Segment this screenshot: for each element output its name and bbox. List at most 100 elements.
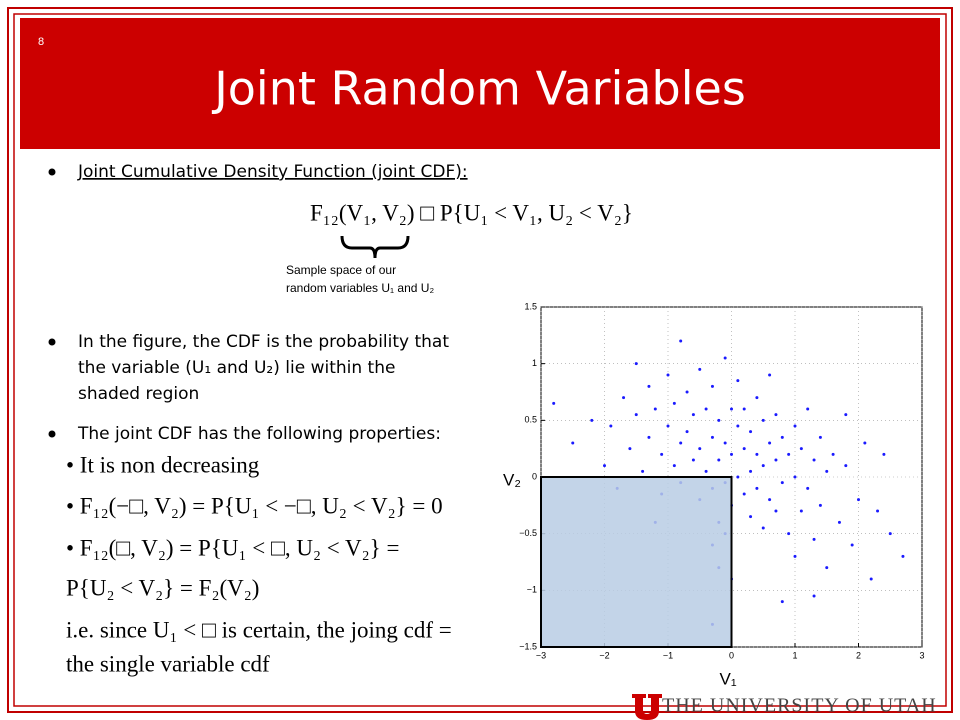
point: [647, 384, 651, 388]
property-line: P{U₂ < V₂} = F₂(V₂): [66, 575, 259, 600]
bullet-dot: [48, 430, 56, 438]
point: [666, 424, 670, 428]
point: [710, 435, 714, 439]
point: [799, 509, 803, 513]
point: [901, 554, 905, 558]
point: [647, 435, 651, 439]
point: [691, 458, 695, 462]
point: [742, 447, 746, 451]
point: [704, 407, 708, 411]
point: [666, 373, 670, 377]
bullet-text: the variable (U₁ and U₂) lie within the: [78, 358, 395, 378]
point: [679, 441, 683, 445]
point: [793, 475, 797, 479]
inner-border: [13, 13, 947, 707]
point: [793, 554, 797, 558]
slide-number: 8: [38, 36, 44, 48]
formula: F₁₂(V₁, V₂) □ P{U₁ < V₁, U₂ < V₂}: [310, 200, 633, 225]
point: [768, 373, 772, 377]
y-tick-label: 1: [532, 358, 537, 368]
point: [844, 413, 848, 417]
point: [780, 600, 784, 604]
point: [672, 464, 676, 468]
point: [704, 469, 708, 473]
point: [863, 441, 867, 445]
bullet-text: In the figure, the CDF is the probabilit…: [78, 332, 449, 352]
property-line: • F₁₂(−□, V₂) = P{U₁ < −□, U₂ < V₂} = 0: [66, 493, 443, 518]
property-line: • F₁₂(□, V₂) = P{U₁ < □, U₂ < V₂} =: [66, 535, 399, 560]
point: [698, 367, 702, 371]
point: [869, 577, 873, 581]
scatter-chart: −3 −2 −1 0 1 2 3 −1.5 −1 −0.5 0 0.5 1 1.5 V₂ V₁: [503, 301, 925, 688]
point: [736, 424, 740, 428]
point: [634, 362, 638, 366]
point: [876, 509, 880, 513]
point: [749, 469, 753, 473]
outer-border: [7, 7, 953, 713]
point: [812, 458, 816, 462]
point: [812, 537, 816, 541]
bullet-text: shaded region: [78, 384, 199, 404]
point: [787, 532, 791, 536]
annotation: Sample space of our: [286, 263, 396, 277]
point: [742, 407, 746, 411]
content: Joint Cumulative Density Function (joint…: [48, 162, 925, 688]
point: [730, 452, 733, 456]
point: [761, 526, 765, 530]
point: [749, 430, 753, 434]
logo: THE UNIVERSITY OF UTAH: [632, 694, 936, 720]
point: [723, 356, 727, 360]
brace: [340, 235, 410, 259]
x-tick-label: 1: [792, 650, 797, 660]
point: [552, 401, 556, 405]
point: [774, 413, 778, 417]
region-label-y: V₂: [503, 470, 521, 489]
point: [844, 464, 848, 468]
y-tick-label: 0: [532, 471, 537, 481]
slide-title: Joint Random Variables: [211, 62, 746, 116]
y-tick-label: 0.5: [524, 415, 537, 425]
y-tick-label: −1: [527, 585, 537, 595]
point: [774, 458, 778, 462]
point: [590, 418, 594, 422]
point: [660, 452, 664, 456]
point: [818, 435, 822, 439]
point: [698, 447, 702, 451]
x-tick-label: 0: [729, 650, 734, 660]
point: [755, 396, 759, 400]
point: [685, 430, 689, 434]
point: [603, 464, 606, 468]
y-tick-label: 1.5: [524, 301, 537, 311]
point: [717, 458, 721, 462]
bullet-text: The joint CDF has the following properti…: [77, 424, 441, 444]
point: [837, 520, 841, 524]
point: [825, 566, 829, 570]
point: [882, 452, 886, 456]
point: [672, 401, 676, 405]
x-tick-label: 3: [919, 650, 924, 660]
point: [634, 413, 638, 417]
x-tick-label: −3: [536, 650, 546, 660]
point: [774, 509, 778, 513]
point: [622, 396, 626, 400]
header-band: [20, 18, 940, 149]
point: [717, 418, 721, 422]
logo-mark: [632, 694, 662, 720]
point: [831, 452, 835, 456]
point: [780, 435, 784, 439]
point: [888, 532, 892, 536]
point: [857, 498, 860, 502]
x-tick-label: −2: [599, 650, 609, 660]
point: [742, 492, 746, 496]
point: [768, 498, 772, 502]
point: [679, 339, 683, 343]
point: [710, 384, 714, 388]
point: [825, 469, 829, 473]
y-tick-label: −0.5: [519, 528, 537, 538]
bullet-dot: [48, 338, 56, 346]
point: [641, 469, 645, 473]
point: [780, 481, 784, 485]
point: [761, 418, 765, 422]
point: [806, 486, 810, 490]
